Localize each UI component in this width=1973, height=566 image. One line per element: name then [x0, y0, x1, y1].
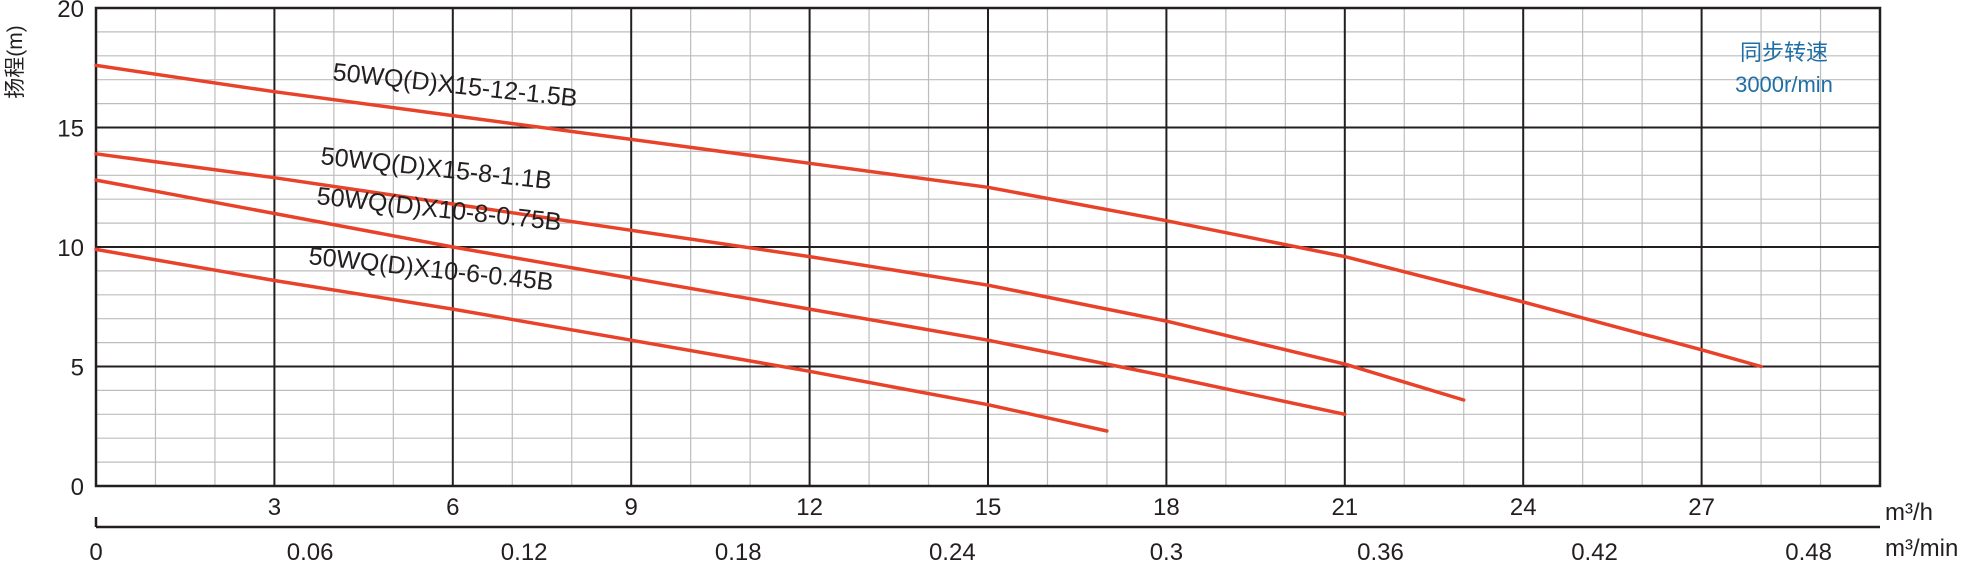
y-tick-label: 20: [57, 0, 84, 23]
x-secondary-tick-label: 0.18: [715, 539, 762, 566]
x-secondary-unit-label: m³/min: [1885, 535, 1958, 562]
series-curve: [94, 63, 1763, 369]
y-axis-label: 扬程(m): [4, 25, 27, 98]
y-tick-label: 5: [71, 355, 84, 382]
series-curve: [94, 247, 1109, 433]
x-secondary-tick-label: 0.42: [1571, 539, 1618, 566]
x-secondary-tick-label: 0.3: [1150, 539, 1183, 566]
x-primary-unit-label: m³/h: [1885, 499, 1933, 526]
y-tick-label: 15: [57, 116, 84, 143]
x-primary-tick-label: 12: [796, 494, 823, 521]
x-primary-tick-label: 21: [1331, 494, 1358, 521]
x-secondary-tick-label: 0.12: [501, 539, 548, 566]
x-secondary-tick-label: 0.24: [929, 539, 976, 566]
series-curve: [94, 178, 1347, 417]
x-primary-tick-label: 24: [1510, 494, 1537, 521]
x-primary-tick-label: 15: [975, 494, 1002, 521]
y-tick-label: 10: [57, 235, 84, 262]
x-secondary-tick-label: 0.48: [1785, 539, 1832, 566]
x-secondary-tick-label: 0.06: [287, 539, 334, 566]
annotation-speed-title: 同步转速: [1740, 41, 1828, 66]
annotation-speed-value: 3000r/min: [1735, 72, 1833, 97]
y-tick-label: 0: [71, 474, 84, 501]
x-primary-tick-label: 6: [446, 494, 459, 521]
x-primary-tick-label: 3: [268, 494, 281, 521]
x-primary-tick-label: 27: [1688, 494, 1715, 521]
x-primary-tick-label: 9: [625, 494, 638, 521]
series-curve: [94, 152, 1466, 402]
x-primary-tick-label: 18: [1153, 494, 1180, 521]
x-secondary-tick-label: 0.36: [1357, 539, 1404, 566]
x-secondary-tick-label: 0: [89, 539, 102, 566]
plot-frame: [94, 6, 1882, 488]
